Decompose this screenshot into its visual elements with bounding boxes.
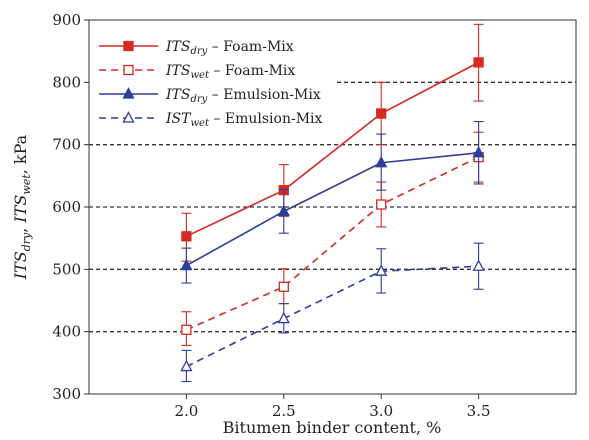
legend: ITSdry – Foam-Mix ITSwet – Foam-Mix ITSdry… <box>95 33 337 131</box>
legend-marker <box>123 64 134 76</box>
series-line <box>186 61 479 238</box>
data-point <box>278 281 289 292</box>
data-point <box>277 311 290 324</box>
legend-marker <box>122 87 135 99</box>
y-tick-label-500: 500 <box>52 260 81 278</box>
x-axis-title: Bitumen binder content, % <box>223 418 442 437</box>
series-line <box>186 156 479 331</box>
y-tick-label-800: 800 <box>52 73 81 91</box>
series-layer <box>180 23 485 383</box>
legend-item-2: ITSdry – Emulsion-Mix <box>99 87 321 105</box>
y-tick-label-400: 400 <box>52 323 81 341</box>
data-point <box>376 199 387 210</box>
x-tick-label-3: 3.5 <box>467 402 491 420</box>
y-tick-label-300: 300 <box>52 385 81 403</box>
y-tick-label-600: 600 <box>52 198 81 216</box>
data-point <box>472 259 485 271</box>
series-1 <box>181 131 484 346</box>
legend-label: ITSdry – Emulsion-Mix <box>165 87 321 105</box>
legend-item-0: ITSdry – Foam-Mix <box>99 39 294 57</box>
legend-label: ITSdry – Foam-Mix <box>165 39 294 57</box>
data-point <box>473 57 484 68</box>
legend-box <box>95 33 337 131</box>
data-point <box>376 108 387 119</box>
legend-label: ITSwet – Foam-Mix <box>165 63 295 81</box>
data-point <box>375 264 388 276</box>
grid <box>89 81 576 333</box>
series-3 <box>180 242 485 383</box>
data-point <box>180 359 193 372</box>
series-2 <box>180 121 485 284</box>
data-point <box>375 155 388 168</box>
series-line <box>186 151 479 267</box>
legend-marker <box>123 40 134 52</box>
legend-item-3: ISTwet – Emulsion-Mix <box>99 111 323 129</box>
y-axis-title: ITSdry, ITSwet, kPa <box>11 134 33 280</box>
data-point <box>181 324 192 335</box>
legend-marker <box>122 111 135 123</box>
series-line <box>186 265 479 368</box>
legend-label: ISTwet – Emulsion-Mix <box>165 111 323 129</box>
y-tick-label-900: 900 <box>52 11 81 29</box>
data-point <box>180 258 193 271</box>
data-point <box>277 204 290 217</box>
data-point <box>472 145 485 158</box>
x-tick-label-0: 2.0 <box>174 402 198 420</box>
legend-item-1: ITSwet – Foam-Mix <box>99 63 295 81</box>
series-0 <box>181 23 484 262</box>
x-tick-label-2: 3.0 <box>369 402 393 420</box>
y-tick-label-700: 700 <box>52 136 81 154</box>
x-tick-label-1: 2.5 <box>272 402 296 420</box>
axes: 300 400 500 600 700 800 900 2.0 2.5 3.0 3.5 <box>52 11 490 420</box>
data-point <box>181 231 192 242</box>
